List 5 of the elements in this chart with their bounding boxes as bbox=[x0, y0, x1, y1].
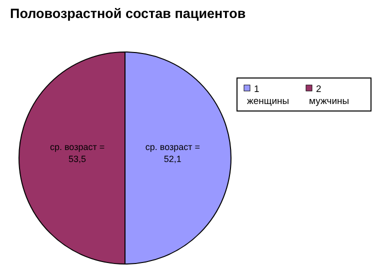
text: ср. возраст = 52,1 bbox=[145, 142, 200, 164]
text: ср. возраст = 53,5 bbox=[50, 142, 105, 164]
chart-title: Половозрастной состав пациентов bbox=[10, 6, 246, 21]
legend-label: 1 женщины bbox=[247, 84, 290, 107]
legend-label: 2 мужчины bbox=[309, 84, 350, 107]
